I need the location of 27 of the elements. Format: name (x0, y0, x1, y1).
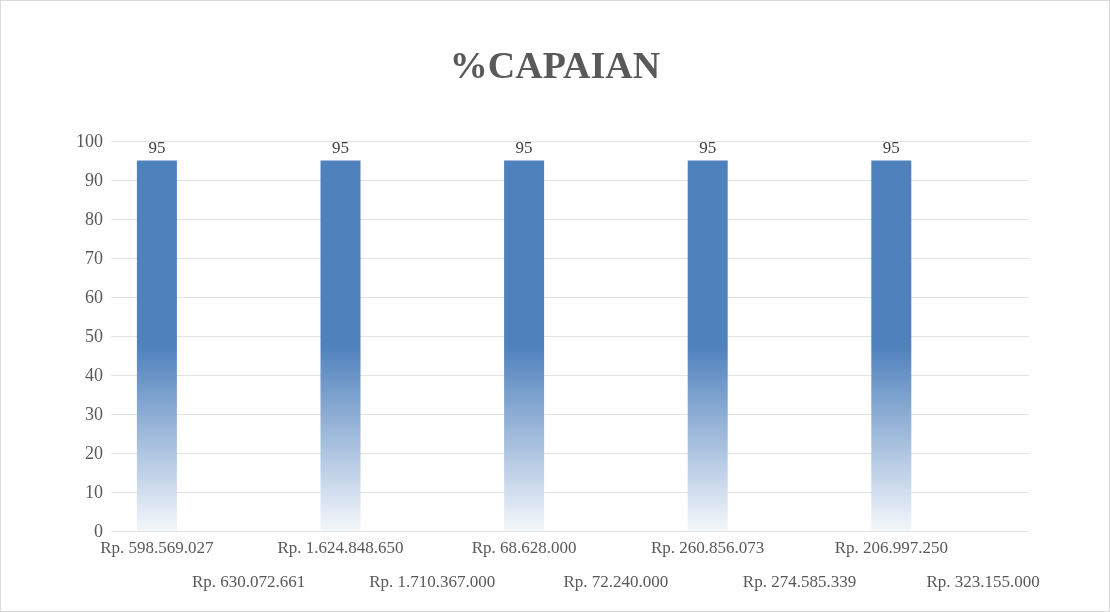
x-tick-label: Rp. 598.569.027 (100, 538, 215, 557)
data-label: 95 (148, 137, 166, 157)
data-label: 95 (515, 137, 533, 157)
y-tick-label: 10 (85, 482, 103, 502)
y-tick-label: 70 (85, 248, 103, 268)
x-tick-label: Rp. 68.628.000 (471, 538, 577, 557)
data-label: 95 (882, 137, 900, 157)
y-tick-label: 80 (85, 209, 103, 229)
x-tick-label: Rp. 72.240.000 (563, 572, 669, 591)
data-label: 95 (699, 137, 717, 157)
x-tick-label: Rp. 274.585.339 (742, 572, 857, 591)
y-tick-label: 60 (85, 287, 103, 307)
y-tick-label: 30 (85, 404, 103, 424)
y-tick-label: 20 (85, 443, 103, 463)
x-tick-label: Rp. 323.155.000 (926, 572, 1040, 591)
y-tick-label: 0 (94, 521, 103, 541)
x-tick-label: Rp. 1.624.848.650 (277, 538, 404, 557)
y-tick-label: 100 (76, 131, 103, 151)
y-tick-label: 40 (85, 365, 103, 385)
x-tick-label: Rp. 260.856.073 (651, 538, 765, 557)
y-tick-label: 50 (85, 326, 103, 346)
x-tick-label: Rp. 630.072.661 (192, 572, 306, 591)
data-label: 95 (332, 137, 349, 157)
x-tick-label: Rp. 1.710.367.000 (369, 572, 496, 591)
x-tick-label: Rp. 206.997.250 (834, 538, 948, 557)
y-tick-label: 90 (85, 170, 103, 190)
chart-title: %CAPAIAN (449, 44, 661, 86)
